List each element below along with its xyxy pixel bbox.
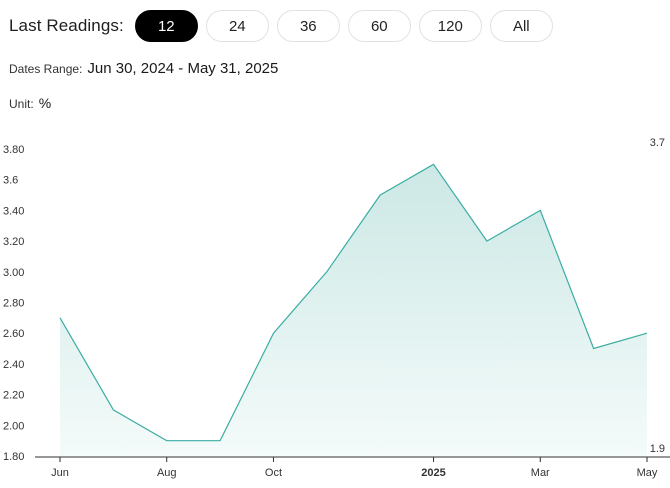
- x-tick-label: May: [637, 467, 658, 479]
- readings-option-36[interactable]: 36: [276, 10, 340, 42]
- data-point[interactable]: [538, 208, 542, 212]
- min-value-label: 1.9: [650, 443, 665, 455]
- unit-value: %: [38, 95, 52, 111]
- last-readings-label: Last Readings:: [9, 16, 124, 35]
- y-tick-label: 3.40: [3, 205, 24, 217]
- readings-option-120[interactable]: 120: [418, 10, 482, 42]
- dates-range-label: Dates Range:: [9, 62, 83, 76]
- data-point[interactable]: [645, 331, 649, 335]
- data-point[interactable]: [58, 316, 62, 320]
- x-tick-label: Mar: [531, 467, 550, 479]
- area-fill: [60, 164, 647, 457]
- y-tick-label: 1.80: [3, 451, 24, 463]
- x-tick-label: Jun: [51, 467, 69, 479]
- dates-range: Dates Range: Jun 30, 2024 - May 31, 2025: [9, 60, 278, 77]
- data-point[interactable]: [432, 162, 436, 166]
- dates-range-value: Jun 30, 2024 - May 31, 2025: [87, 60, 279, 77]
- y-tick-label: 3.20: [3, 236, 24, 248]
- unit-label: Unit:: [9, 97, 34, 111]
- data-point[interactable]: [218, 439, 222, 443]
- data-point[interactable]: [111, 408, 115, 412]
- y-tick-label: 3.00: [3, 267, 24, 279]
- y-tick-label: 2.60: [3, 328, 24, 340]
- readings-option-12[interactable]: 12: [134, 10, 198, 42]
- readings-option-60[interactable]: 60: [347, 10, 411, 42]
- data-point[interactable]: [325, 270, 329, 274]
- y-tick-label: 2.40: [3, 359, 24, 371]
- data-point[interactable]: [165, 439, 169, 443]
- max-value-label: 3.7: [650, 137, 665, 149]
- data-point[interactable]: [592, 347, 596, 351]
- unit-info: Unit: %: [9, 95, 51, 111]
- x-tick-label: Aug: [157, 467, 177, 479]
- data-point[interactable]: [485, 239, 489, 243]
- readings-option-24[interactable]: 24: [205, 10, 269, 42]
- y-tick-label: 2.20: [3, 390, 24, 402]
- readings-option-all[interactable]: All: [489, 10, 553, 42]
- data-point[interactable]: [271, 331, 275, 335]
- y-tick-label: 2.80: [3, 298, 24, 310]
- y-tick-label: 3.80: [3, 144, 24, 156]
- y-tick-label: 2.00: [3, 420, 24, 432]
- y-tick-label: 3.6: [3, 175, 18, 187]
- series-line: [59, 163, 648, 442]
- x-tick-label: 2025: [421, 467, 445, 479]
- data-point[interactable]: [378, 193, 382, 197]
- last-readings-filter: Last Readings: 12 24 36 60 120 All: [9, 10, 561, 42]
- x-tick-label: Oct: [265, 467, 282, 479]
